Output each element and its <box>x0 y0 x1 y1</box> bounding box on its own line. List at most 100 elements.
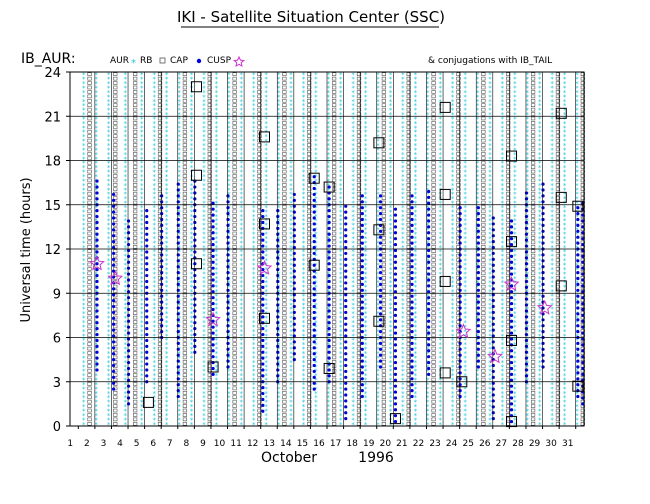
rb-point <box>283 236 287 239</box>
rb-point <box>382 382 386 385</box>
rb-point <box>482 374 486 377</box>
rb-point <box>233 387 237 390</box>
cusp-point <box>127 243 130 246</box>
rb-point <box>531 325 535 328</box>
rb-point <box>531 121 535 124</box>
rb-point <box>531 219 535 222</box>
rb-point <box>283 325 287 328</box>
rb-point <box>88 281 92 284</box>
rb-point <box>432 290 436 293</box>
rb-point <box>432 95 436 98</box>
rb-point <box>88 409 92 412</box>
rb-point <box>113 179 117 182</box>
cusp-point <box>145 345 148 348</box>
rb-point <box>332 170 336 173</box>
rb-point <box>531 378 535 381</box>
rb-point <box>531 86 535 89</box>
rb-point <box>133 294 137 297</box>
rb-point <box>113 95 117 98</box>
rb-point <box>531 396 535 399</box>
rb-point <box>283 139 287 142</box>
rb-point <box>233 86 237 89</box>
cusp-point <box>95 303 98 306</box>
rb-point <box>133 166 137 169</box>
rb-point <box>88 413 92 416</box>
rb-point <box>133 263 137 266</box>
rb-point <box>88 369 92 372</box>
rb-point <box>233 157 237 160</box>
rb-point <box>332 391 336 394</box>
rb-point <box>332 298 336 301</box>
rb-point <box>432 152 436 155</box>
rb-point <box>183 400 187 403</box>
rb-point <box>88 126 92 129</box>
rb-point <box>133 135 137 138</box>
rb-point <box>482 99 486 102</box>
cusp-point <box>127 396 130 399</box>
rb-point <box>133 245 137 248</box>
rb-point <box>432 321 436 324</box>
rb-point <box>432 325 436 328</box>
rb-point <box>88 325 92 328</box>
rb-point <box>233 378 237 381</box>
rb-point <box>432 307 436 310</box>
rb-point <box>382 391 386 394</box>
rb-point <box>283 108 287 111</box>
cusp-point <box>127 349 130 352</box>
rb-point <box>332 422 336 425</box>
rb-point <box>283 374 287 377</box>
rb-point <box>482 170 486 173</box>
rb-point <box>332 90 336 93</box>
rb-point <box>382 418 386 421</box>
rb-point <box>88 378 92 381</box>
rb-point <box>233 152 237 155</box>
rb-point <box>88 197 92 200</box>
rb-point <box>332 77 336 80</box>
rb-point <box>332 104 336 107</box>
rb-point <box>482 254 486 257</box>
rb-point <box>332 192 336 195</box>
rb-point <box>283 152 287 155</box>
rb-point <box>233 135 237 138</box>
cusp-point <box>112 346 115 349</box>
rb-point <box>233 228 237 231</box>
rb-point <box>233 219 237 222</box>
cusp-point <box>95 244 98 247</box>
rb-point <box>88 405 92 408</box>
rb-point <box>332 86 336 89</box>
rb-point <box>88 183 92 186</box>
rb-point <box>183 325 187 328</box>
rb-point <box>482 378 486 381</box>
rb-point <box>332 267 336 270</box>
rb-point <box>88 360 92 363</box>
rb-point <box>88 396 92 399</box>
rb-point <box>482 263 486 266</box>
rb-point <box>482 422 486 425</box>
rb-point <box>183 276 187 279</box>
rb-point <box>113 166 117 169</box>
rb-point <box>283 104 287 107</box>
rb-point <box>482 232 486 235</box>
rb-point <box>113 183 117 186</box>
rb-point <box>113 77 117 80</box>
rb-point <box>531 254 535 257</box>
rb-point <box>133 201 137 204</box>
rb-point <box>482 338 486 341</box>
rb-point <box>531 130 535 133</box>
rb-point <box>183 139 187 142</box>
rb-point <box>88 108 92 111</box>
rb-point <box>531 272 535 275</box>
rb-point <box>432 400 436 403</box>
rb-point <box>382 360 386 363</box>
rb-point <box>88 272 92 275</box>
rb-point <box>283 334 287 337</box>
rb-point <box>183 347 187 350</box>
rb-point <box>432 108 436 111</box>
rb-point <box>382 130 386 133</box>
rb-point <box>332 228 336 231</box>
rb-point <box>88 82 92 85</box>
rb-point <box>133 223 137 226</box>
rb-point <box>283 241 287 244</box>
rb-point <box>233 321 237 324</box>
plot-layer: ****************************************… <box>44 57 584 449</box>
